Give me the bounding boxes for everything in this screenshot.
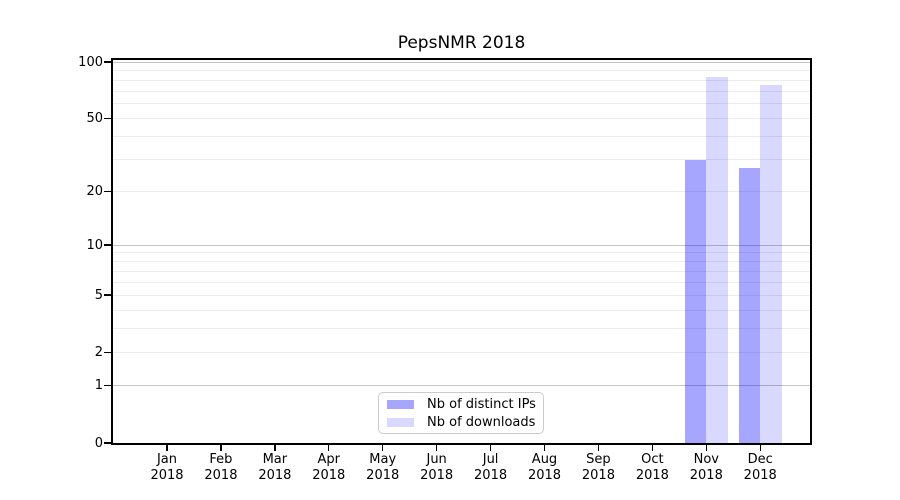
bar-distinct-ips xyxy=(738,167,761,443)
x-tick-label: Apr 2018 xyxy=(289,452,369,484)
x-tick-label: Jun 2018 xyxy=(397,452,477,484)
x-tick-label: May 2018 xyxy=(343,452,423,484)
x-tick-month: Feb xyxy=(209,452,233,467)
minor-gridline xyxy=(113,270,810,272)
x-tick-month: Mar xyxy=(262,452,288,467)
chart-title: PepsNMR 2018 xyxy=(397,33,526,53)
y-tick-mark xyxy=(104,117,111,120)
x-tick-year: 2018 xyxy=(581,468,615,483)
x-tick-label: Oct 2018 xyxy=(612,452,692,484)
minor-gridline xyxy=(113,309,810,311)
x-tick-mark xyxy=(597,445,600,451)
minor-gridline xyxy=(113,328,810,330)
major-gridline xyxy=(113,244,810,246)
y-tick-mark xyxy=(104,385,111,387)
x-tick-month: Jun xyxy=(426,452,447,467)
minor-gridline xyxy=(113,159,810,160)
x-tick-year: 2018 xyxy=(474,468,508,483)
x-tick-month: Aug xyxy=(531,452,558,467)
minor-gridline xyxy=(113,281,810,283)
x-tick-month: Dec xyxy=(747,452,773,467)
y-tick-mark xyxy=(104,61,111,63)
y-tick-mark xyxy=(104,244,111,246)
major-gridline xyxy=(113,385,810,387)
x-tick-month: Jul xyxy=(482,452,499,467)
x-tick-year: 2018 xyxy=(527,468,562,483)
y-tick-label: 0 xyxy=(94,435,103,451)
minor-gridline xyxy=(113,351,810,353)
x-tick-mark xyxy=(543,445,546,451)
x-tick-mark xyxy=(705,445,707,451)
x-tick-year: 2018 xyxy=(150,468,184,483)
x-tick-year: 2018 xyxy=(689,468,723,483)
minor-gridline xyxy=(113,70,810,72)
x-tick-label: Jul 2018 xyxy=(451,452,531,484)
minor-gridline xyxy=(113,117,810,119)
x-tick-mark xyxy=(328,445,330,451)
minor-gridline xyxy=(113,191,810,193)
bar-downloads xyxy=(706,77,728,443)
y-tick-mark xyxy=(104,442,111,444)
x-tick-mark xyxy=(435,445,438,451)
y-tick-label: 10 xyxy=(86,237,103,253)
x-tick-label: Aug 2018 xyxy=(505,452,585,484)
bar-distinct-ips xyxy=(684,159,707,443)
x-tick-month: May xyxy=(369,452,397,467)
legend-label-distinct-ips: Nb of distinct IPs xyxy=(427,396,536,412)
legend: Nb of distinct IPs Nb of downloads xyxy=(378,392,544,434)
x-tick-mark xyxy=(382,445,384,451)
minor-gridline xyxy=(113,90,810,92)
x-tick-mark xyxy=(166,445,168,451)
x-tick-year: 2018 xyxy=(635,468,669,483)
x-tick-mark xyxy=(651,445,654,451)
x-tick-month: Oct xyxy=(641,452,664,467)
x-tick-mark xyxy=(489,445,492,451)
minor-gridline xyxy=(113,252,810,254)
x-tick-label: Nov 2018 xyxy=(666,452,746,484)
x-tick-month: Nov xyxy=(693,452,719,467)
x-tick-year: 2018 xyxy=(366,468,400,483)
x-tick-label: Jan 2018 xyxy=(127,452,207,484)
minor-gridline xyxy=(113,294,810,296)
y-tick-label: 20 xyxy=(86,184,103,200)
x-tick-mark xyxy=(759,445,761,451)
legend-entry-downloads: Nb of downloads xyxy=(387,415,535,430)
x-tick-month: Apr xyxy=(317,452,341,467)
x-tick-year: 2018 xyxy=(204,468,238,483)
x-tick-month: Jan xyxy=(156,452,178,467)
minor-gridline xyxy=(113,103,810,105)
y-tick-label: 1 xyxy=(94,378,103,394)
x-tick-year: 2018 xyxy=(743,468,777,483)
minor-gridline xyxy=(113,79,810,81)
x-tick-mark xyxy=(220,445,222,451)
x-tick-year: 2018 xyxy=(420,468,454,483)
x-tick-label: Sep 2018 xyxy=(558,452,638,484)
y-tick-label: 5 xyxy=(94,287,103,303)
x-tick-year: 2018 xyxy=(312,468,346,483)
major-gridline xyxy=(113,61,810,63)
y-tick-label: 50 xyxy=(86,110,103,126)
x-tick-label: Dec 2018 xyxy=(720,452,800,484)
x-tick-month: Sep xyxy=(586,452,611,467)
y-tick-label: 100 xyxy=(78,54,103,70)
legend-entry-distinct-ips: Nb of distinct IPs xyxy=(387,396,536,412)
legend-label-downloads: Nb of downloads xyxy=(427,414,536,430)
minor-gridline xyxy=(113,135,810,137)
x-tick-label: Mar 2018 xyxy=(235,452,315,484)
x-tick-label: Feb 2018 xyxy=(181,452,261,484)
minor-gridline xyxy=(113,261,810,263)
legend-swatch-downloads xyxy=(387,417,414,427)
x-tick-mark xyxy=(274,445,276,451)
x-tick-year: 2018 xyxy=(258,468,292,483)
bar-downloads xyxy=(760,85,782,443)
y-tick-mark xyxy=(104,294,111,296)
legend-swatch-distinct-ips xyxy=(387,399,414,409)
y-tick-mark xyxy=(104,351,111,353)
y-tick-label: 2 xyxy=(94,344,103,360)
plot-area xyxy=(111,58,812,445)
y-tick-mark xyxy=(104,190,111,193)
